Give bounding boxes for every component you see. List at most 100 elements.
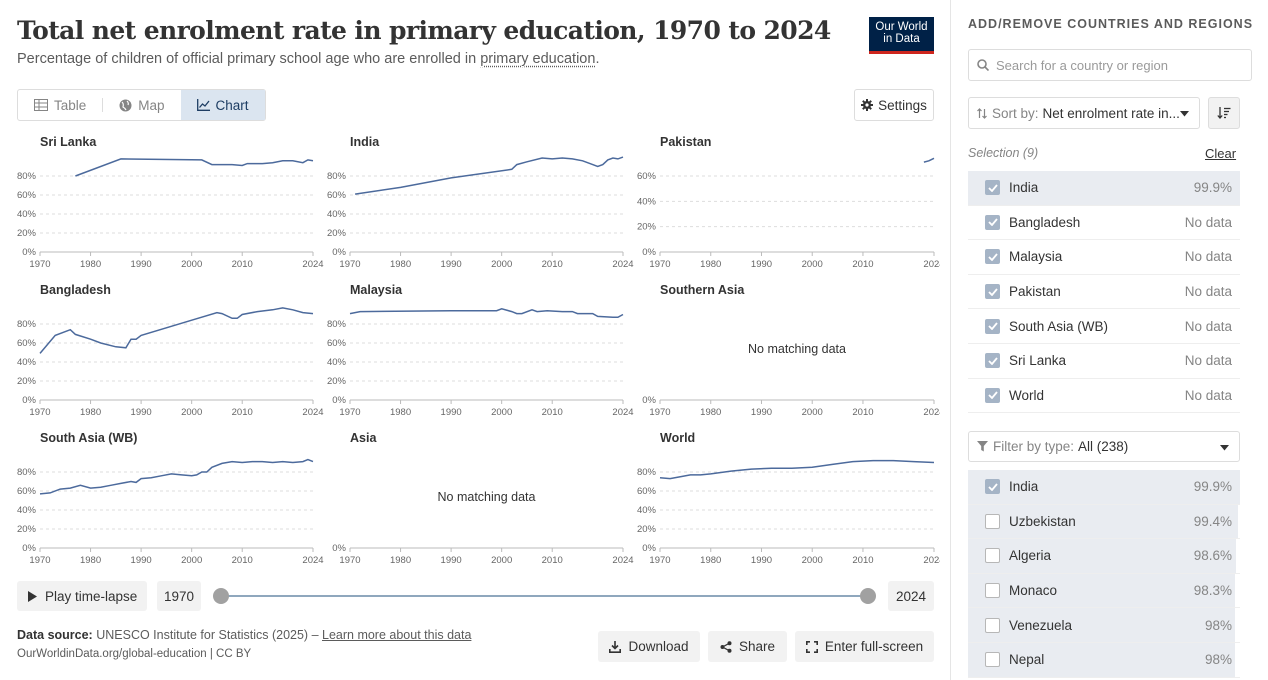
x-tick-label: 1990	[441, 407, 462, 418]
entity-checkbox[interactable]	[985, 353, 1000, 369]
entity-row[interactable]: India 99.9%	[968, 171, 1240, 206]
y-tick-label: 80%	[327, 171, 347, 182]
x-tick-label: 2000	[491, 259, 512, 270]
selection-count: Selection (9)	[968, 146, 1039, 160]
x-tick-label: 1970	[649, 407, 670, 418]
filter-type-dropdown[interactable]: Filter by type: All (238)	[968, 431, 1240, 462]
fullscreen-button[interactable]: Enter full-screen	[795, 631, 934, 662]
search-box[interactable]	[968, 49, 1252, 81]
tab-chart[interactable]: Chart	[180, 90, 265, 120]
x-tick-label: 2010	[232, 407, 253, 418]
y-tick-label: 0%	[22, 395, 36, 406]
filtered-entities-list: India 99.9% Uzbekistan 99.4% Algeria 98.6% Mon…	[968, 470, 1240, 678]
x-tick-label: 2024	[302, 555, 323, 566]
x-tick-label: 1990	[751, 407, 772, 418]
entity-row[interactable]: Nepal 98%	[968, 642, 1240, 678]
x-tick-label: 2000	[491, 407, 512, 418]
facet-title: Sri Lanka	[40, 135, 97, 149]
value-bar	[968, 642, 1235, 677]
search-input[interactable]	[996, 57, 1236, 73]
entity-checkbox[interactable]	[985, 249, 1000, 265]
y-tick-label: 40%	[327, 209, 347, 220]
entity-row[interactable]: India 99.9%	[968, 470, 1240, 505]
play-timelapse-button[interactable]: Play time-lapse	[17, 581, 147, 611]
y-tick-label: 80%	[17, 319, 37, 330]
entity-row[interactable]: Algeria 98.6%	[968, 539, 1240, 574]
entity-checkbox[interactable]	[985, 617, 1000, 633]
chevron-down-icon	[1220, 445, 1229, 451]
entity-value: 99.9%	[1193, 180, 1232, 196]
entity-checkbox[interactable]	[985, 652, 1000, 668]
entity-checkbox[interactable]	[985, 284, 1000, 300]
entity-checkbox[interactable]	[985, 479, 1000, 495]
entity-value: 98%	[1204, 652, 1232, 668]
chart-subtitle: Percentage of children of official prima…	[17, 51, 600, 67]
learn-more-link[interactable]: Learn more about this data	[322, 628, 472, 642]
entity-checkbox[interactable]	[985, 583, 1000, 599]
entity-row[interactable]: Pakistan No data	[968, 275, 1240, 310]
entity-value: 98.3%	[1193, 583, 1232, 599]
y-tick-label: 20%	[17, 228, 37, 239]
share-button[interactable]: Share	[708, 631, 787, 662]
owid-logo[interactable]: Our World in Data	[869, 17, 934, 54]
start-year-box[interactable]: 1970	[157, 581, 201, 611]
sort-order-button[interactable]	[1208, 97, 1240, 129]
y-tick-label: 0%	[332, 395, 346, 406]
value-bar	[968, 470, 1240, 504]
clear-selection-button[interactable]: Clear	[1205, 146, 1237, 161]
facet-title: Southern Asia	[660, 283, 745, 297]
facet-title: World	[660, 431, 695, 445]
end-year-box[interactable]: 2024	[888, 581, 934, 611]
facet-bangladesh: Bangladesh 0% 20% 40% 60% 80% 1970 1980 1990 2000…	[17, 283, 324, 418]
y-tick-label: 60%	[637, 486, 657, 497]
entity-value: No data	[1184, 284, 1232, 300]
entity-checkbox[interactable]	[985, 180, 1000, 196]
y-tick-label: 40%	[327, 357, 347, 368]
entity-row[interactable]: Venezuela 98%	[968, 608, 1240, 643]
entity-row[interactable]: Uzbekistan 99.4%	[968, 504, 1240, 540]
start-year-handle[interactable]	[213, 588, 229, 604]
play-icon	[28, 590, 37, 602]
expand-icon	[805, 640, 818, 653]
timeline-track[interactable]	[221, 595, 867, 597]
sort-dropdown[interactable]: Sort by: Net enrolment rate in...	[968, 97, 1200, 129]
x-tick-label: 1990	[441, 259, 462, 270]
y-tick-label: 0%	[642, 247, 656, 258]
download-button[interactable]: Download	[598, 631, 700, 662]
x-tick-label: 2010	[232, 259, 253, 270]
entity-checkbox[interactable]	[985, 548, 1000, 564]
entity-checkbox[interactable]	[985, 387, 1000, 403]
x-tick-label: 2000	[802, 555, 823, 566]
end-year-handle[interactable]	[860, 588, 876, 604]
tab-table[interactable]: Table	[18, 90, 102, 120]
entity-checkbox[interactable]	[985, 214, 1000, 230]
entity-row[interactable]: Bangladesh No data	[968, 206, 1240, 241]
entity-name: Monaco	[1009, 583, 1058, 599]
x-tick-label: 1990	[751, 259, 772, 270]
y-tick-label: 60%	[17, 190, 37, 201]
facet-malaysia: Malaysia 0% 20% 40% 60% 80% 1970 1980 1990 2000 20…	[327, 283, 634, 418]
entity-checkbox[interactable]	[985, 513, 1000, 529]
entity-row[interactable]: Malaysia No data	[968, 240, 1240, 275]
settings-button[interactable]: Settings	[854, 89, 934, 121]
facet-southern-asia: Southern Asia 0%1970 1980 1990 2000 2010 2024 N…	[642, 283, 940, 418]
x-tick-label: 2000	[802, 407, 823, 418]
x-tick-label: 2024	[612, 555, 633, 566]
x-tick-label: 2024	[923, 259, 940, 270]
entity-row[interactable]: World No data	[968, 379, 1240, 414]
entity-name: Nepal	[1009, 652, 1045, 668]
entity-row[interactable]: Monaco 98.3%	[968, 573, 1240, 609]
entity-name: India	[1009, 180, 1039, 196]
view-tabs: Table Map Chart	[17, 89, 266, 121]
entity-row[interactable]: Sri Lanka No data	[968, 344, 1240, 379]
subtitle-link[interactable]: primary education	[480, 51, 596, 67]
entity-name: Uzbekistan	[1009, 513, 1076, 529]
entity-row[interactable]: South Asia (WB) No data	[968, 309, 1240, 344]
entity-value: No data	[1184, 353, 1232, 369]
x-tick-label: 1970	[29, 555, 50, 566]
tab-map[interactable]: Map	[103, 90, 180, 120]
value-bar	[968, 573, 1236, 608]
entity-checkbox[interactable]	[985, 318, 1000, 334]
gear-icon	[861, 99, 874, 111]
series-line	[349, 308, 624, 319]
